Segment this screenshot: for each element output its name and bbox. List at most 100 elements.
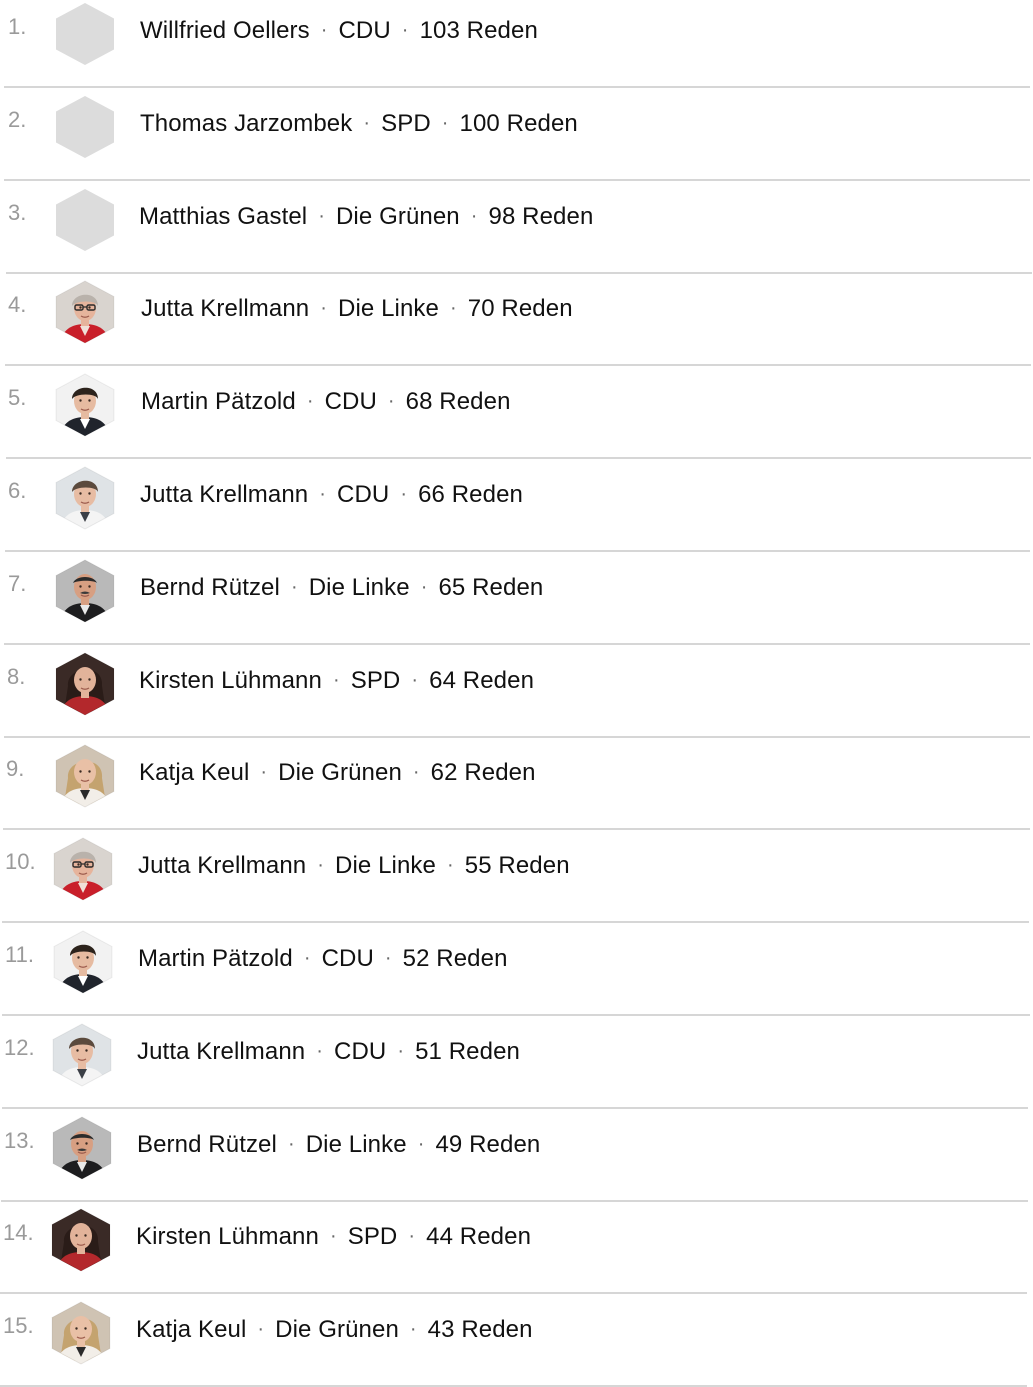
speaker-party: Die Linke <box>308 574 410 601</box>
speaker-info: Martin Pätzold · CDU · 52 Reden <box>138 945 508 973</box>
rank-number: 8. <box>7 664 26 689</box>
row-divider <box>4 179 1030 181</box>
rank-number: 9. <box>6 756 25 781</box>
speaker-party: Die Grünen <box>278 759 402 786</box>
separator-dot: · <box>384 947 392 969</box>
speaker-list-item[interactable]: 2. Thomas Jarzombek · SPD · 100 Reden <box>0 89 1033 181</box>
speaker-info: Thomas Jarzombek · SPD · 100 Reden <box>140 110 578 138</box>
separator-dot: · <box>290 576 298 598</box>
separator-dot: · <box>306 390 314 412</box>
speaker-party: CDU <box>321 945 374 972</box>
speaker-avatar <box>54 280 116 344</box>
separator-dot: · <box>320 297 328 319</box>
rank-number: 11. <box>5 942 34 967</box>
speaker-info: Jutta Krellmann · CDU · 51 Reden <box>137 1038 520 1066</box>
speaker-party: Die Linke <box>338 295 439 322</box>
row-divider <box>3 828 1030 830</box>
speaker-list-item[interactable]: 4. Jutta Krellmann · Die Linke · 70 Reden <box>0 274 1033 366</box>
row-divider <box>4 736 1030 738</box>
speech-count: 68 Reden <box>405 388 511 415</box>
speaker-list-item[interactable]: 11. Martin Pätzold · CDU · 52 Reden <box>0 924 1033 1016</box>
speaker-info: Bernd Rützel · Die Linke · 49 Reden <box>137 1131 540 1159</box>
separator-dot: · <box>449 297 457 319</box>
speaker-name: Jutta Krellmann <box>140 481 309 508</box>
rank-number: 3. <box>8 200 27 225</box>
row-divider <box>5 550 1030 552</box>
speaker-info: Willfried Oellers · CDU · 103 Reden <box>140 17 538 45</box>
speaker-list-item[interactable]: 14. Kirsten Lühmann · SPD · 44 Reden <box>0 1202 1033 1294</box>
speaker-list-item[interactable]: 9. Katja Keul · Die Grünen · 62 Reden <box>0 738 1033 830</box>
speech-count: 66 Reden <box>418 481 523 508</box>
speaker-party: Die Grünen <box>275 1316 399 1343</box>
separator-dot: · <box>257 1318 265 1340</box>
separator-dot: · <box>363 112 371 134</box>
speaker-list-item[interactable]: 6. Jutta Krellmann · CDU · 66 Reden <box>0 460 1033 552</box>
separator-dot: · <box>470 205 478 227</box>
speaker-avatar <box>54 466 116 530</box>
speaker-info: Jutta Krellmann · CDU · 66 Reden <box>140 481 523 509</box>
speaker-avatar <box>51 1023 113 1087</box>
speaker-party: SPD <box>381 110 431 137</box>
speaker-name: Thomas Jarzombek <box>140 110 353 137</box>
rank-number: 12. <box>4 1035 35 1060</box>
speech-count: 98 Reden <box>488 203 594 230</box>
row-divider <box>1 1200 1028 1202</box>
speaker-info: Jutta Krellmann · Die Linke · 70 Reden <box>141 295 573 323</box>
row-divider <box>5 364 1031 366</box>
separator-dot: · <box>397 1040 405 1062</box>
speaker-avatar <box>52 930 114 994</box>
rank-number: 1. <box>8 14 27 39</box>
speaker-name: Katja Keul <box>136 1316 247 1343</box>
speaker-info: Katja Keul · Die Grünen · 62 Reden <box>139 759 536 787</box>
row-divider <box>2 1014 1030 1016</box>
separator-dot: · <box>387 390 395 412</box>
speech-count: 55 Reden <box>464 852 570 879</box>
rank-number: 13. <box>4 1128 35 1153</box>
speaker-list-item[interactable]: 8. Kirsten Lühmann · SPD · 64 Reden <box>0 646 1033 738</box>
rank-number: 4. <box>8 292 27 317</box>
speech-count: 43 Reden <box>427 1316 533 1343</box>
speaker-list-item[interactable]: 12. Jutta Krellmann · CDU · 51 Reden <box>0 1017 1033 1109</box>
separator-dot: · <box>317 854 325 876</box>
separator-dot: · <box>332 669 340 691</box>
separator-dot: · <box>409 1318 417 1340</box>
separator-dot: · <box>319 483 327 505</box>
speech-count: 103 Reden <box>419 17 538 44</box>
rank-number: 14. <box>3 1220 34 1245</box>
separator-dot: · <box>318 205 325 227</box>
speaker-list-item[interactable]: 7. Bernd Rützel · Die Linke · 65 Reden <box>0 553 1033 645</box>
row-divider <box>4 643 1030 645</box>
separator-dot: · <box>260 761 268 783</box>
speaker-name: Bernd Rützel <box>137 1131 277 1158</box>
separator-dot: · <box>446 854 454 876</box>
speech-count: 100 Reden <box>459 110 578 137</box>
row-divider <box>2 1107 1028 1109</box>
separator-dot: · <box>401 19 409 41</box>
speaker-party: CDU <box>338 17 391 44</box>
speaker-info: Kirsten Lühmann · SPD · 44 Reden <box>136 1223 531 1251</box>
separator-dot: · <box>320 19 328 41</box>
speaker-list-item[interactable]: 13. Bernd Rützel · Die Linke · 49 Reden <box>0 1110 1033 1202</box>
speaker-name: Kirsten Lühmann <box>139 667 322 694</box>
rank-number: 15. <box>3 1313 34 1338</box>
rank-number: 5. <box>8 385 27 410</box>
speaker-list-item[interactable]: 1. Willfried Oellers · CDU · 103 Reden <box>0 0 1033 88</box>
separator-dot: · <box>411 669 419 691</box>
speaker-name: Willfried Oellers <box>140 17 310 44</box>
speaker-list-item[interactable]: 10. Jutta Krellmann · Die Linke · 55 Reden <box>0 831 1033 923</box>
speaker-info: Kirsten Lühmann · SPD · 64 Reden <box>139 667 534 695</box>
speech-count: 65 Reden <box>438 574 544 601</box>
speaker-name: Matthias Gastel <box>139 203 308 230</box>
speech-count: 62 Reden <box>430 759 536 786</box>
speaker-name: Kirsten Lühmann <box>136 1223 319 1250</box>
placeholder-avatar-hexagon-icon <box>54 95 116 159</box>
separator-dot: · <box>441 112 449 134</box>
speaker-party: Die Linke <box>335 852 436 879</box>
speaker-list-item[interactable]: 5. Martin Pätzold · CDU · 68 Reden <box>0 367 1033 459</box>
placeholder-avatar-hexagon-icon <box>54 2 116 66</box>
speaker-info: Katja Keul · Die Grünen · 43 Reden <box>136 1316 533 1344</box>
speaker-info: Matthias Gastel · Die Grünen · 98 Reden <box>139 203 593 231</box>
speaker-list-item[interactable]: 15. Katja Keul · Die Grünen · 43 Reden <box>0 1295 1033 1387</box>
speaker-list-item[interactable]: 3. Matthias Gastel · Die Grünen · 98 Reden <box>0 182 1033 274</box>
row-divider <box>2 921 1029 923</box>
